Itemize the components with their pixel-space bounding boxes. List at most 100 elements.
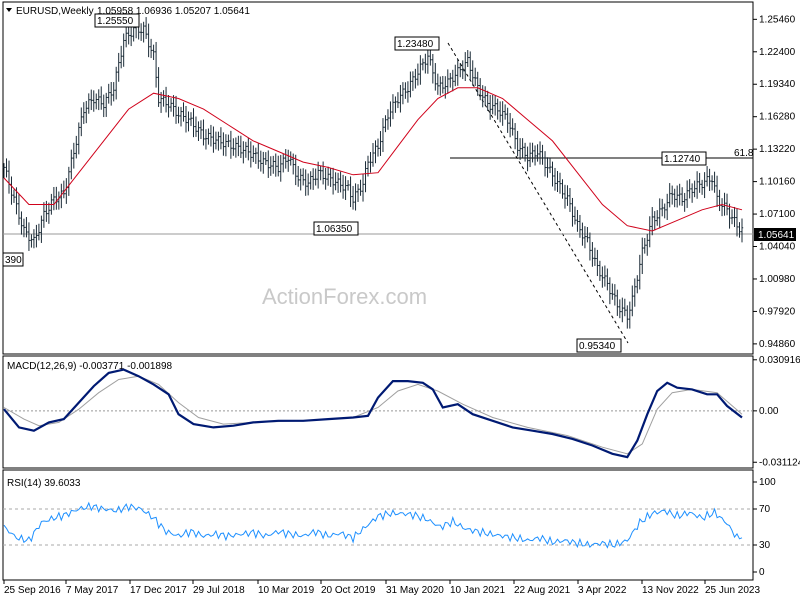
x-tick-label: 3 Apr 2022 bbox=[578, 585, 627, 596]
price-bar bbox=[446, 69, 449, 94]
price-bar bbox=[274, 153, 277, 177]
macd-line bbox=[3, 368, 743, 459]
price-bar bbox=[488, 94, 492, 120]
price-bar bbox=[284, 149, 287, 169]
price-bar bbox=[424, 53, 427, 74]
price-bar bbox=[369, 151, 372, 173]
price-bar bbox=[730, 209, 734, 225]
price-bar bbox=[169, 98, 173, 112]
price-bar bbox=[361, 173, 365, 202]
rsi-line bbox=[3, 501, 743, 549]
price-tick-label: 1.25460 bbox=[759, 14, 796, 25]
price-bar bbox=[658, 198, 661, 229]
price-bar bbox=[100, 86, 103, 110]
price-bar bbox=[316, 161, 320, 189]
price-bar bbox=[204, 129, 208, 150]
price-bar bbox=[466, 50, 469, 67]
price-bar bbox=[710, 175, 714, 191]
price-bar bbox=[264, 152, 267, 165]
price-bar bbox=[528, 142, 532, 168]
price-bar bbox=[22, 218, 26, 238]
price-bar bbox=[616, 289, 619, 316]
price-bar bbox=[406, 81, 410, 103]
price-bar bbox=[670, 185, 674, 205]
price-bar bbox=[147, 23, 150, 58]
price-bar bbox=[5, 158, 8, 178]
price-bar bbox=[703, 172, 706, 199]
price-bar bbox=[119, 45, 123, 69]
price-bar bbox=[40, 215, 43, 243]
x-tick-label: 22 Aug 2021 bbox=[514, 585, 571, 596]
price-bar bbox=[456, 59, 459, 86]
price-bar bbox=[336, 172, 340, 193]
price-bar bbox=[331, 167, 335, 195]
price-bar bbox=[638, 254, 641, 290]
price-bar bbox=[62, 180, 66, 199]
price-tick-label: 1.04040 bbox=[759, 242, 796, 253]
price-bar bbox=[683, 192, 686, 212]
price-bar bbox=[35, 224, 38, 248]
price-bar bbox=[700, 179, 704, 195]
price-bar bbox=[571, 197, 574, 227]
price-bar bbox=[536, 144, 539, 162]
price-bar bbox=[177, 106, 180, 124]
price-bar bbox=[631, 285, 634, 317]
price-bar bbox=[272, 155, 275, 174]
x-axis: 25 Sep 2016 7 May 2017 17 Dec 2017 29 Jul 2… bbox=[3, 580, 760, 596]
price-bar bbox=[409, 71, 412, 98]
price-bar bbox=[154, 41, 158, 88]
price-bar bbox=[92, 90, 95, 112]
macd-title: MACD(12,26,9) -0.003771 -0.001898 bbox=[7, 361, 173, 372]
price-bar bbox=[30, 234, 33, 248]
price-bar bbox=[733, 206, 736, 228]
price-bar bbox=[184, 105, 188, 133]
price-bar bbox=[713, 171, 716, 193]
svg-text:1.05641: 1.05641 bbox=[758, 230, 795, 241]
price-bar bbox=[339, 171, 342, 193]
macd-tick-label: 0.030916 bbox=[759, 355, 800, 366]
price-bar bbox=[451, 69, 454, 92]
price-bar bbox=[269, 156, 272, 176]
price-bar bbox=[374, 140, 377, 164]
annotation-low-2022: 0.95340 bbox=[576, 338, 622, 353]
price-bar bbox=[464, 52, 467, 81]
price-bar bbox=[643, 238, 646, 254]
price-bar bbox=[601, 266, 604, 288]
price-bar bbox=[122, 33, 125, 67]
rsi-panel bbox=[2, 469, 754, 581]
svg-text:1.25550: 1.25550 bbox=[97, 16, 134, 27]
price-bar bbox=[401, 82, 405, 105]
price-bar bbox=[621, 297, 624, 323]
price-y-axis: 1.25460 1.22400 1.19340 1.16280 1.13220 1.101… bbox=[753, 14, 796, 350]
price-bar bbox=[354, 183, 357, 211]
macd-signal-line bbox=[3, 375, 743, 455]
price-bar bbox=[294, 154, 297, 186]
price-bar bbox=[740, 218, 744, 243]
price-bar bbox=[646, 233, 649, 256]
fib-618-label: 61.8 bbox=[734, 148, 754, 159]
price-bar bbox=[628, 301, 632, 329]
rsi-title: RSI(14) 39.6033 bbox=[7, 478, 81, 489]
price-bar bbox=[227, 134, 230, 148]
price-bar bbox=[596, 249, 599, 277]
price-bar bbox=[698, 172, 701, 193]
price-bar bbox=[503, 104, 507, 120]
price-bar bbox=[419, 55, 422, 85]
price-bar bbox=[623, 298, 627, 317]
price-bar bbox=[67, 166, 71, 196]
price-tick-label: 1.10160 bbox=[759, 177, 796, 188]
price-bar bbox=[129, 25, 133, 47]
price-bar bbox=[249, 141, 253, 168]
price-bar bbox=[254, 147, 258, 164]
price-bar bbox=[237, 135, 240, 157]
price-bar bbox=[172, 95, 175, 117]
x-tick-label: 7 May 2017 bbox=[66, 585, 119, 596]
price-bar bbox=[725, 193, 729, 216]
price-bar bbox=[680, 187, 684, 206]
dropdown-triangle-icon[interactable] bbox=[6, 8, 12, 12]
price-bar bbox=[533, 145, 537, 166]
macd-y-axis: 0.030916 0.00 -0.031124 bbox=[753, 355, 800, 468]
price-bar bbox=[321, 161, 325, 185]
price-bar bbox=[608, 277, 612, 305]
price-bar bbox=[162, 90, 165, 107]
